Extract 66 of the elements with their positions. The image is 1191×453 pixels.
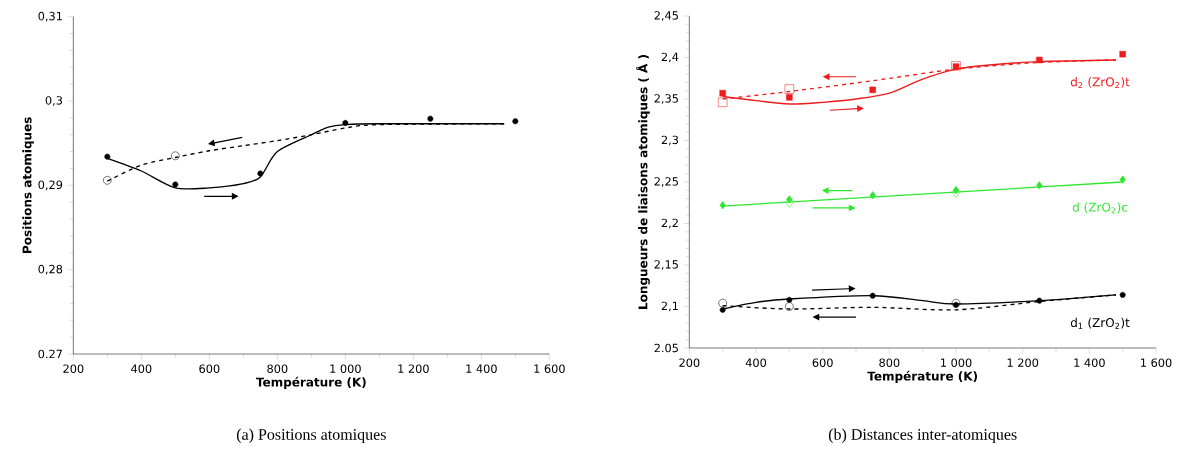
y-tick-label: 2,15 [654,260,678,270]
point [719,89,726,97]
y-tick-label: 2,1 [661,301,678,312]
text: (b) Distances inter-atomiques [828,428,1017,444]
x-axis-title: Température (K) [867,370,978,383]
x-tick-label: 400 [745,358,767,367]
y-tick-label: 2,2 [661,218,678,229]
point [1036,297,1043,304]
point [1036,56,1043,64]
x-tick-label: 1 400 [1074,358,1105,367]
y-tick-label: 0,3 [45,96,63,106]
point [172,181,179,188]
y-tick-label: 0,29 [38,180,63,191]
text: (a) Positions atomiques [236,428,386,444]
point [512,118,519,125]
point [104,153,111,160]
point [786,94,793,101]
y-axis-title: Positions atomiques [22,117,34,253]
x-tick-label: 600 [812,358,833,367]
y-tick-label: 2,3 [661,135,679,146]
y-tick-label: 2,25 [654,177,678,187]
point [1119,291,1126,298]
x-axis-title: Température (K) [256,376,366,389]
point [786,195,793,204]
x-tick-label: 1 000 [941,358,972,367]
x-tick-label: 800 [267,364,288,373]
x-tick-label: 200 [679,358,700,367]
x-tick-label: 600 [199,364,220,373]
y-tick-label: 2,35 [654,94,678,104]
point [869,292,876,299]
series-label: d (ZrO$_{2}$)c [1072,202,1128,214]
x-tick-label: 800 [879,358,900,367]
x-tick-label: 1 400 [466,364,497,373]
point [257,170,264,177]
x-tick-label: 1 200 [1007,358,1039,367]
point [171,151,180,161]
series-label: d$_{1}$ (ZrO$_{2}$)t [1070,317,1130,329]
y-tick-label: 2,45 [654,11,678,21]
x-tick-label: 1 600 [534,364,565,373]
y-tick-label: 2.05 [654,343,678,353]
y-axis-title: Longueurs de liaisons atomiques ( Å ) [636,55,650,309]
point [869,86,876,94]
point [869,191,876,200]
point [719,201,726,210]
x-tick-label: 1 600 [1141,358,1172,367]
point [342,119,349,126]
point [784,84,795,94]
point [103,176,112,185]
y-tick-label: 0.27 [38,349,62,359]
y-tick-label: 0,31 [38,11,62,22]
point [718,298,727,308]
point [1119,175,1126,184]
y-tick-label: 0,28 [38,264,63,275]
point [719,306,726,313]
x-tick-label: 1 200 [398,364,429,373]
x-tick-label: 200 [63,364,84,373]
point [785,302,794,311]
series-label: d$_{2}$ (ZrO$_{2}$)t [1070,77,1130,89]
point [718,97,728,107]
point [1036,181,1043,190]
point [427,115,434,122]
y-tick-label: 2,4 [661,52,679,63]
x-tick-label: 1 000 [330,364,361,373]
point [786,296,793,303]
x-tick-label: 400 [131,364,152,373]
point [1119,50,1126,58]
